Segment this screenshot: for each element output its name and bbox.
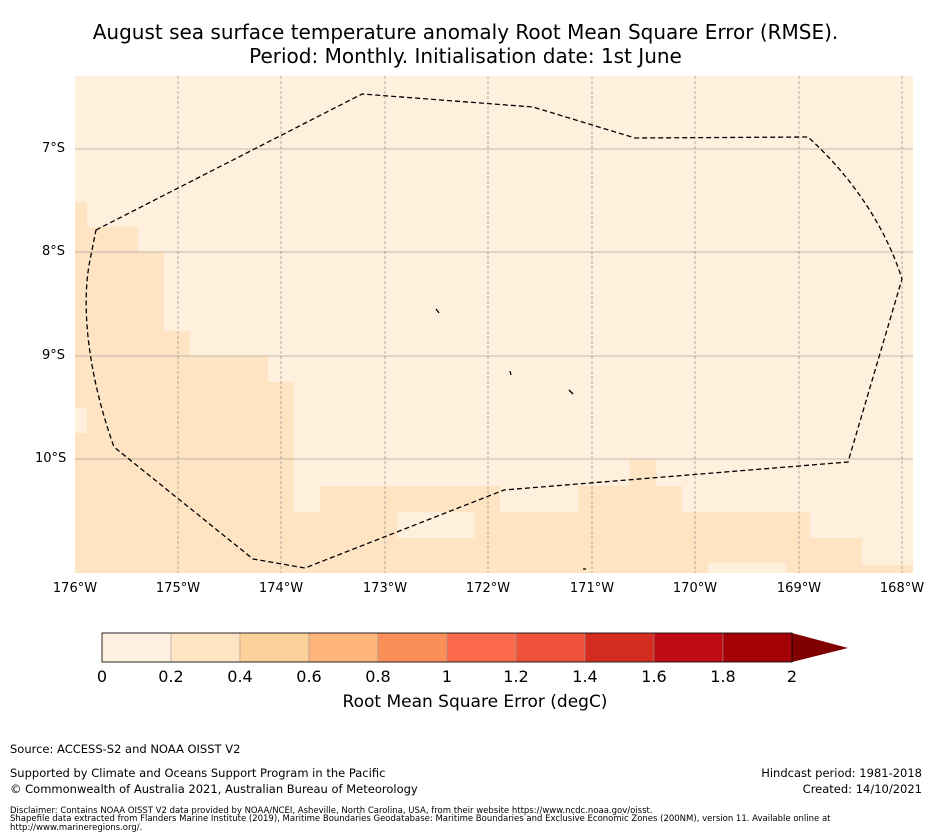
shapefile-credit-text: Shapefile data extracted from Flanders M… [10, 814, 831, 833]
colorbar-cell [170, 632, 241, 663]
colorbar-cell [239, 632, 310, 663]
copyright-text: © Commonwealth of Australia 2021, Austra… [10, 782, 418, 796]
colorbar-tick-1.6: 1.6 [641, 667, 667, 686]
hindcast-period-text: Hindcast period: 1981-2018 [761, 766, 922, 780]
ocean-cells-higher [75, 202, 913, 573]
colorbar-cell [446, 632, 517, 663]
colorbar-tick-0.8: 0.8 [365, 667, 391, 686]
colorbar-extend-arrow [792, 633, 848, 662]
lon-label-174w: 174°W [258, 581, 304, 596]
lon-label-172w: 172°W [465, 581, 511, 596]
graticule [75, 76, 913, 573]
colorbar-tick-1.4: 1.4 [572, 667, 598, 686]
colorbar-tick-1: 1 [441, 667, 453, 686]
colorbar-tick-0.6: 0.6 [296, 667, 322, 686]
colorbar-cell [101, 632, 172, 663]
lon-label-171w: 171°W [569, 581, 615, 596]
lat-label-7s: 7°S [42, 141, 66, 156]
map-title-line2: Period: Monthly. Initialisation date: 1s… [249, 44, 682, 68]
source-text: Source: ACCESS-S2 and NOAA OISST V2 [10, 742, 241, 756]
colorbar-cell [584, 632, 655, 663]
colorbar-cell [377, 632, 448, 663]
colorbar-cell [515, 632, 586, 663]
disclaimer-text: Disclaimer: Contains NOAA OISST V2 data … [10, 806, 653, 816]
lat-label-9s: 9°S [42, 348, 66, 363]
lon-label-176w: 176°W [52, 581, 98, 596]
colorbar-tick-0.2: 0.2 [158, 667, 184, 686]
colorbar-tick-1.2: 1.2 [503, 667, 529, 686]
colorbar-cell [653, 632, 724, 663]
lon-label-170w: 170°W [672, 581, 718, 596]
lat-label-10s: 10°S [35, 451, 67, 466]
map-title-line1: August sea surface temperature anomaly R… [92, 20, 839, 44]
lon-label-175w: 175°W [155, 581, 201, 596]
colorbar-tick-0.4: 0.4 [227, 667, 253, 686]
colorbar-tick-2: 2 [786, 667, 798, 686]
lon-label-173w: 173°W [362, 581, 408, 596]
supported-text: Supported by Climate and Oceans Support … [10, 766, 386, 780]
islands [435, 308, 586, 570]
colorbar-tick-1.8: 1.8 [710, 667, 736, 686]
colorbar-cell [308, 632, 379, 663]
colorbar-tick-0: 0 [96, 667, 108, 686]
colorbar-frame [101, 632, 793, 663]
colorbar-label: Root Mean Square Error (degC) [342, 692, 608, 712]
created-date-text: Created: 14/10/2021 [802, 782, 922, 796]
colorbar [101, 632, 848, 663]
lon-label-169w: 169°W [776, 581, 822, 596]
map-plot-area [75, 76, 913, 573]
colorbar-cell [722, 632, 793, 663]
ocean-cells-low-patches [75, 408, 786, 573]
lat-label-8s: 8°S [42, 244, 66, 259]
lon-label-168w: 168°W [879, 581, 925, 596]
eez-boundary [85, 93, 903, 569]
